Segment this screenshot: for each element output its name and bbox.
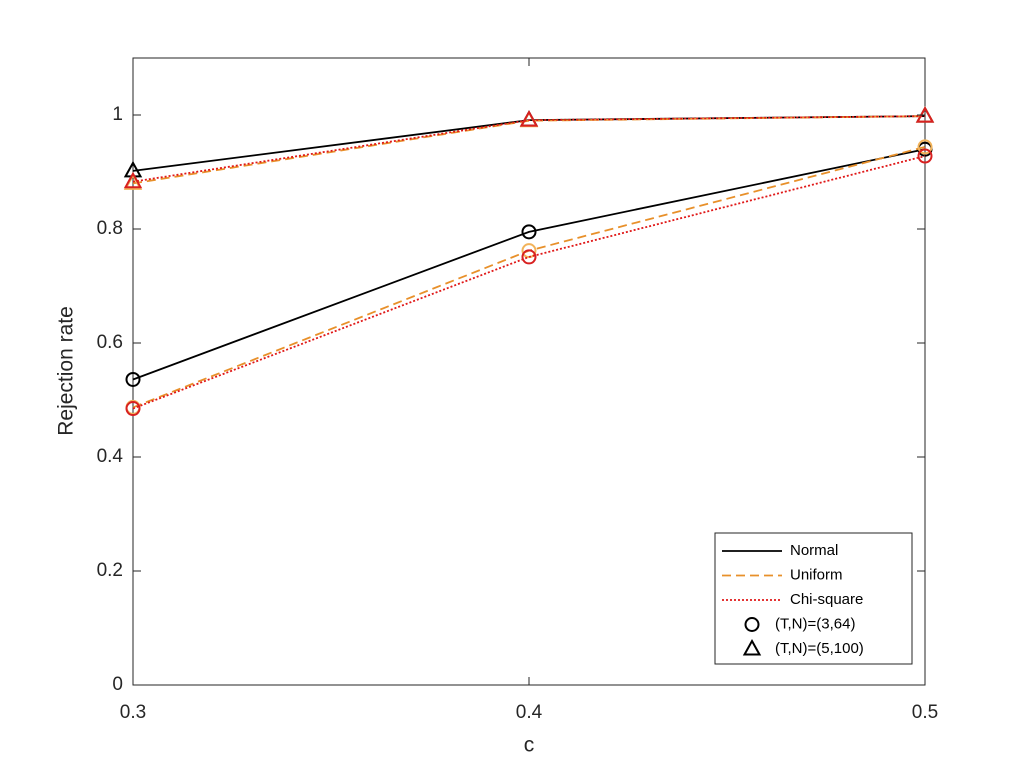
marker <box>917 139 933 155</box>
series-line <box>132 155 926 410</box>
legend: Normal Uniform Chi-square (T,N)=(3,64) (T,N)… <box>714 532 913 665</box>
marker <box>123 171 143 189</box>
legend-box <box>714 532 913 665</box>
marker <box>744 617 760 632</box>
x-axis-label: c <box>524 734 535 757</box>
marker <box>519 110 539 127</box>
legend-label: (T,N)=(5,100) <box>775 640 864 657</box>
marker <box>521 224 537 240</box>
marker <box>521 249 537 265</box>
y-axis-label: Rejection rate <box>55 306 78 436</box>
x-tick-label: 0.3 <box>120 702 146 723</box>
marker <box>742 638 762 656</box>
series-line <box>132 115 926 183</box>
marks <box>123 106 935 417</box>
series-line <box>132 148 926 381</box>
y-tick-label: 1 <box>112 104 123 125</box>
legend-label: (T,N)=(3,64) <box>775 615 855 632</box>
marker <box>917 148 933 164</box>
marker <box>125 401 141 417</box>
y-tick-label: 0.2 <box>97 560 123 581</box>
legend-label: Normal <box>790 542 838 559</box>
x-tick-label: 0.5 <box>912 702 938 723</box>
legend-label: Uniform <box>790 566 843 583</box>
marker <box>125 371 141 387</box>
x-tick-label: 0.4 <box>516 702 543 723</box>
legend-label: Chi-square <box>790 591 863 608</box>
y-tick-label: 0.6 <box>97 332 123 353</box>
marker <box>521 243 537 259</box>
y-tick-label: 0.8 <box>97 218 123 239</box>
y-tick-label: 0.4 <box>97 446 124 467</box>
y-tick-label: 0 <box>112 674 123 695</box>
